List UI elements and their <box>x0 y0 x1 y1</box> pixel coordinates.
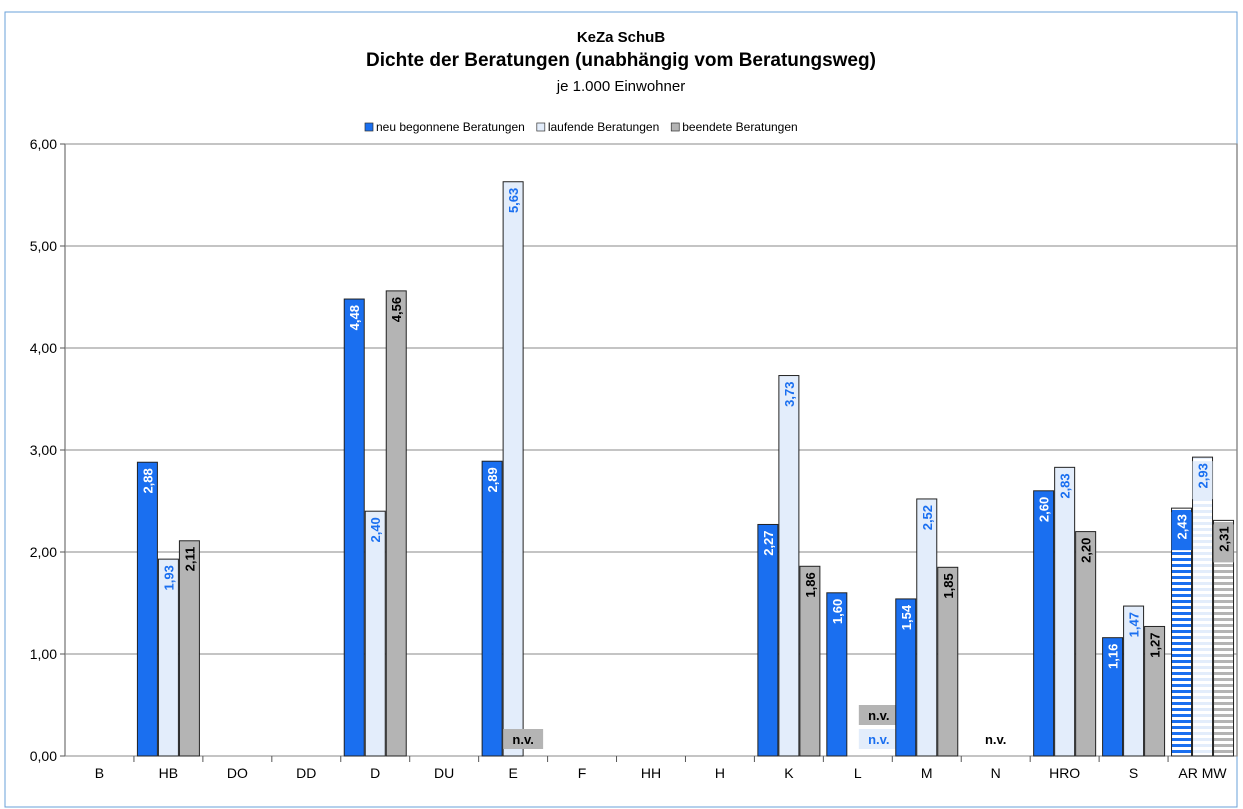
x-tick-label: L <box>854 765 862 781</box>
value-label: 1,27 <box>1148 632 1163 657</box>
x-tick-label: N <box>991 765 1001 781</box>
value-label: 1,85 <box>941 573 956 598</box>
value-label: 2,43 <box>1175 514 1190 539</box>
value-label: 1,93 <box>161 565 176 590</box>
bar <box>1102 637 1124 757</box>
bar <box>1171 507 1193 757</box>
value-label: 2,93 <box>1196 463 1211 488</box>
x-tick-label: D <box>370 765 380 781</box>
x-tick-label: F <box>578 765 587 781</box>
chart-note: je 1.000 Einwohner <box>556 78 685 95</box>
na-label: n.v. <box>512 732 533 747</box>
na-label-box <box>858 705 899 725</box>
x-tick-label: DD <box>296 765 316 781</box>
x-tick-label: S <box>1129 765 1138 781</box>
na-label-box <box>858 729 899 749</box>
bar <box>1144 625 1166 757</box>
legend-label: neu begonnene Beratungen <box>376 120 525 134</box>
x-tick-label: M <box>921 765 933 781</box>
bar <box>799 565 821 757</box>
na-label: n.v. <box>868 732 889 747</box>
x-tick-label: HB <box>159 765 178 781</box>
x-tick-label: DO <box>227 765 248 781</box>
na-label-box <box>503 729 544 749</box>
x-tick-label: K <box>784 765 794 781</box>
value-label: 2,88 <box>140 468 155 493</box>
value-label: 2,27 <box>761 530 776 555</box>
bar <box>916 498 938 757</box>
x-tick-label: AR MW <box>1178 765 1227 781</box>
value-label: 5,63 <box>506 188 521 213</box>
value-label-box <box>1213 524 1234 563</box>
value-label: 2,52 <box>920 505 935 530</box>
bar <box>1033 490 1055 757</box>
y-tick-label: 3,00 <box>30 442 57 458</box>
value-label-box <box>1192 461 1213 500</box>
value-label: 2,11 <box>182 547 197 572</box>
bar <box>136 461 158 757</box>
bar <box>895 598 917 757</box>
y-tick-label: 0,00 <box>30 748 57 764</box>
value-label: 2,40 <box>368 517 383 542</box>
value-label: 1,47 <box>1127 612 1142 637</box>
value-label: 2,83 <box>1058 473 1073 498</box>
y-tick-label: 4,00 <box>30 340 57 356</box>
bar <box>385 290 407 757</box>
bar <box>937 566 959 757</box>
value-label: 2,89 <box>485 467 500 492</box>
bar <box>757 523 779 757</box>
value-label: 4,56 <box>389 297 404 322</box>
legend-label: laufende Beratungen <box>548 120 659 134</box>
value-label: 1,60 <box>830 599 845 624</box>
bar <box>1192 456 1214 757</box>
value-label-box <box>1171 512 1192 551</box>
bar <box>343 298 365 757</box>
value-label: 1,86 <box>803 572 818 597</box>
y-tick-label: 5,00 <box>30 238 57 254</box>
y-tick-label: 2,00 <box>30 544 57 560</box>
bar <box>364 510 386 757</box>
bar <box>826 592 848 757</box>
x-tick-label: HH <box>641 765 661 781</box>
bar <box>1213 519 1235 757</box>
legend-swatch <box>536 122 546 132</box>
y-tick-label: 6,00 <box>30 136 57 152</box>
bar <box>1054 466 1076 757</box>
bar <box>778 375 800 757</box>
legend-label: beendete Beratungen <box>682 120 797 134</box>
value-label: 4,48 <box>347 305 362 330</box>
chart-subtitle: Dichte der Beratungen (unabhängig vom Be… <box>366 50 876 71</box>
bar <box>1123 605 1145 757</box>
legend-swatch <box>670 122 680 132</box>
na-label: n.v. <box>868 708 889 723</box>
legend-swatch <box>364 122 374 132</box>
value-label: 3,73 <box>782 382 797 407</box>
x-tick-label: B <box>95 765 104 781</box>
y-tick-label: 1,00 <box>30 646 57 662</box>
value-label: 1,54 <box>899 604 914 630</box>
value-label: 2,20 <box>1079 538 1094 563</box>
value-label: 2,60 <box>1037 497 1052 522</box>
bar <box>157 558 179 757</box>
bar <box>502 181 524 757</box>
x-tick-label: E <box>508 765 517 781</box>
x-tick-label: DU <box>434 765 454 781</box>
bar <box>481 460 503 757</box>
value-label: 1,16 <box>1106 644 1121 669</box>
bar <box>178 540 200 757</box>
na-label: n.v. <box>985 732 1006 747</box>
value-label: 2,31 <box>1217 526 1232 551</box>
x-tick-label: HRO <box>1049 765 1080 781</box>
bar <box>1075 531 1097 757</box>
x-tick-label: H <box>715 765 725 781</box>
chart-title: KeZa SchuB <box>577 29 666 46</box>
